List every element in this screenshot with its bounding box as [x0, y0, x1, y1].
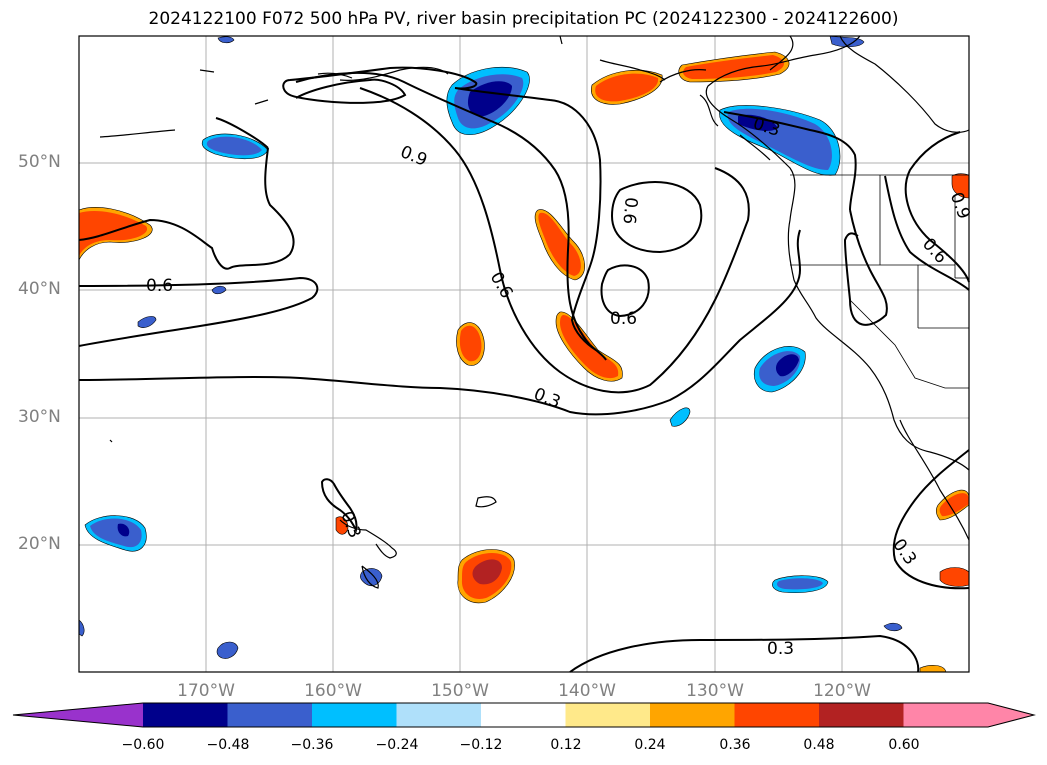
- map-frame: [78, 35, 970, 673]
- colorbar-extend-left: [13, 703, 143, 727]
- contour-0.3-pnw: [723, 111, 857, 211]
- colorbar-segment: [227, 703, 313, 727]
- colorbar-segment: [650, 703, 735, 727]
- contour-0.3-se: [892, 449, 970, 590]
- colorbar-segment: [312, 703, 397, 727]
- precip-blobs: [78, 35, 970, 673]
- contour-0.6-circle: [610, 181, 703, 254]
- colorbar-extend-right: [988, 703, 1034, 727]
- colorbar-tick-label: −0.36: [290, 737, 334, 753]
- colorbar-outline: [12, 702, 1036, 728]
- lon-label: 170°W: [177, 681, 235, 701]
- colorbar-tick-label: 0.36: [719, 737, 751, 753]
- lon-label: 140°W: [558, 681, 616, 701]
- contour-0.6-small: [600, 264, 650, 318]
- colorbar-segment: [734, 703, 820, 727]
- contour-0.6-east: [904, 131, 970, 283]
- colorbar-tick-label: 0.12: [550, 737, 582, 753]
- colorbar: [12, 702, 1036, 728]
- contour-label: 0.6: [619, 196, 641, 225]
- contour-label: 0.6: [610, 309, 637, 329]
- colorbar-segment: [143, 703, 228, 727]
- map-title: 2024122100 F072 500 hPa PV, river basin …: [148, 9, 899, 29]
- colorbar-tick-label: 0.60: [888, 737, 920, 753]
- colorbar-tick-label: −0.60: [121, 737, 165, 753]
- contour-hawaii: [320, 478, 358, 533]
- state-borders: [790, 174, 969, 389]
- contour-labels: 0.9 0.6 0.6 0.6 0.3 0.3 0.3 0.3 0.9 0.6 …: [146, 114, 974, 659]
- colorbar-segment: [396, 703, 482, 727]
- contour-0.3-main: [78, 229, 802, 416]
- colorbar-tick-label: −0.48: [206, 737, 250, 753]
- lat-label: 40°N: [18, 279, 61, 299]
- lon-label: 160°W: [304, 681, 362, 701]
- lon-label: 150°W: [431, 681, 489, 701]
- coastlines: [99, 35, 970, 589]
- colorbar-segment: [481, 703, 566, 727]
- lon-label: 130°W: [686, 681, 744, 701]
- contour-0.6-center: [359, 87, 750, 394]
- colorbar-tick-label: −0.12: [459, 737, 503, 753]
- colorbar-segment: [819, 703, 904, 727]
- colorbar-tick-label: −0.24: [375, 737, 419, 753]
- contour-label: 0.3: [888, 535, 920, 569]
- lat-label: 50°N: [18, 152, 61, 172]
- colorbar-segment: [565, 703, 651, 727]
- lon-label: 120°W: [813, 681, 871, 701]
- colorbar-tick-label: 0.48: [803, 737, 835, 753]
- colorbar-tick-label: 0.24: [634, 737, 666, 753]
- gridlines: [79, 36, 969, 672]
- pv-contours: [78, 66, 970, 673]
- contour-0.6-main: [78, 276, 319, 347]
- contour-0.3-east: [884, 175, 970, 291]
- lat-label: 30°N: [18, 407, 61, 427]
- lat-label: 20°N: [18, 534, 61, 554]
- colorbar-segment: [903, 703, 989, 727]
- contour-label: 0.3: [336, 509, 364, 541]
- contour-label: 0.6: [486, 269, 517, 302]
- contour-0.3-south: [569, 634, 920, 673]
- contour-label: 0.9: [397, 142, 430, 171]
- contour-label: 0.3: [767, 639, 794, 659]
- contour-0.9-inner: [295, 71, 607, 361]
- contour-label: 0.6: [146, 276, 173, 296]
- contour-0.9-main: [78, 66, 602, 351]
